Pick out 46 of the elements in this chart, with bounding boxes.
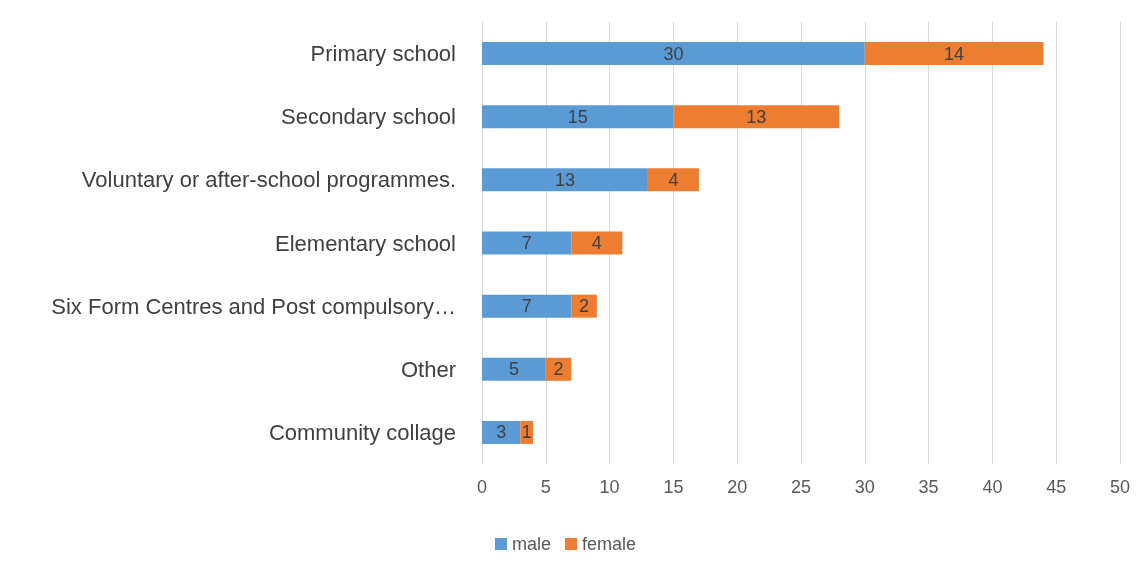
y-tick-label: Primary school bbox=[310, 41, 456, 67]
y-tick-label: Elementary school bbox=[275, 230, 456, 256]
bar bbox=[647, 168, 699, 192]
bar bbox=[482, 231, 572, 255]
x-tick-label: 20 bbox=[727, 477, 748, 497]
data-label: 2 bbox=[553, 359, 564, 380]
x-tick-label: 25 bbox=[790, 477, 812, 497]
bar bbox=[864, 42, 1044, 66]
bar bbox=[482, 105, 674, 129]
bar bbox=[673, 105, 840, 129]
legend-label: male bbox=[512, 534, 552, 554]
bar bbox=[571, 231, 623, 255]
x-tick-label: 15 bbox=[663, 477, 684, 497]
data-label: 30 bbox=[663, 43, 684, 64]
bar bbox=[482, 294, 572, 318]
data-label: 4 bbox=[668, 169, 679, 190]
data-label: 15 bbox=[567, 106, 588, 127]
x-tick-label: 35 bbox=[918, 477, 939, 497]
data-label: 7 bbox=[521, 233, 532, 253]
bar bbox=[571, 294, 597, 318]
legend-label: female bbox=[582, 534, 637, 554]
data-label: 13 bbox=[554, 169, 575, 190]
data-label: 14 bbox=[944, 43, 965, 64]
x-tick-label: 5 bbox=[540, 477, 551, 497]
data-label: 4 bbox=[591, 233, 602, 253]
y-tick-label: Voluntary or after-school programmes. bbox=[81, 167, 456, 193]
bar bbox=[482, 357, 546, 381]
bar bbox=[482, 168, 648, 192]
y-tick-label: Community collage bbox=[268, 419, 456, 445]
y-tick-label: Other bbox=[400, 356, 456, 382]
data-label: 7 bbox=[521, 296, 532, 317]
bar bbox=[482, 420, 521, 444]
data-label: 3 bbox=[496, 422, 507, 443]
y-tick-label: Secondary school bbox=[281, 104, 456, 130]
data-label: 1 bbox=[521, 422, 532, 443]
x-tick-label: 45 bbox=[1046, 477, 1067, 497]
x-tick-label: 30 bbox=[854, 477, 875, 497]
data-label: 13 bbox=[746, 106, 767, 127]
x-tick-label: 50 bbox=[1109, 477, 1131, 497]
bar bbox=[482, 42, 865, 66]
x-tick-label: 10 bbox=[599, 477, 620, 497]
x-tick-label: 0 bbox=[476, 477, 488, 497]
data-label: 2 bbox=[579, 296, 590, 317]
data-label: 5 bbox=[508, 359, 519, 380]
x-tick-label: 40 bbox=[982, 477, 1003, 497]
y-tick-label: Six Form Centres and Post compulsory… bbox=[51, 293, 456, 319]
